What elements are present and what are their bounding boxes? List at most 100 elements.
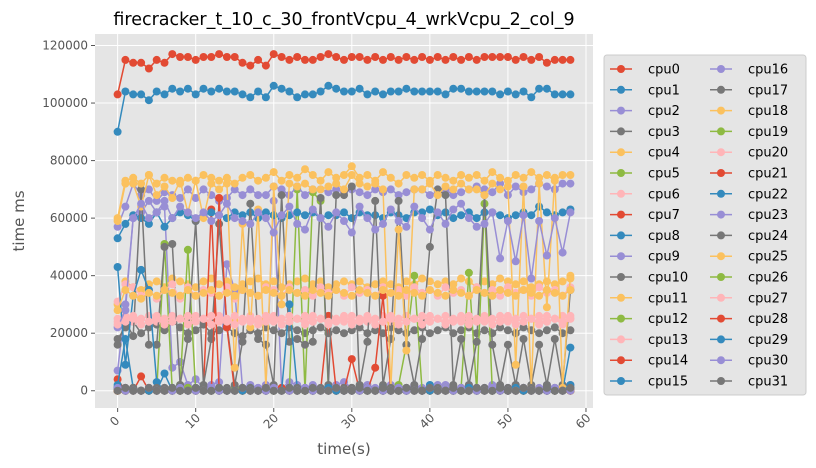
data-point [191, 283, 200, 292]
legend-entry: cpu3 [610, 125, 680, 140]
data-point [496, 291, 505, 300]
data-point [207, 274, 216, 283]
data-point [160, 182, 169, 191]
data-point [402, 346, 411, 355]
legend-marker [617, 335, 625, 344]
data-point [261, 61, 270, 70]
data-point [293, 386, 302, 395]
data-point [144, 323, 153, 332]
data-point [566, 383, 575, 392]
data-point [441, 311, 450, 320]
data-point [144, 171, 153, 179]
data-point [535, 202, 544, 211]
data-point [168, 84, 177, 93]
legend-label: cpu21 [748, 167, 788, 182]
x-tick-label: 60 [573, 411, 594, 432]
data-point [542, 317, 551, 326]
legend-marker [717, 314, 725, 323]
data-point [535, 329, 544, 338]
legend-marker [617, 252, 625, 261]
data-point [332, 326, 341, 335]
data-point [449, 176, 458, 185]
legend-entry: cpu15 [610, 375, 688, 390]
data-point [301, 320, 309, 329]
data-point [410, 173, 419, 182]
data-point [488, 340, 497, 349]
legend-label: cpu29 [748, 333, 788, 348]
data-point [457, 55, 466, 64]
data-point [316, 277, 325, 286]
data-point [425, 286, 434, 294]
data-point [550, 288, 559, 297]
data-point [246, 386, 255, 395]
data-point [160, 369, 169, 378]
data-point [418, 386, 427, 395]
data-point [542, 58, 551, 67]
data-point [503, 340, 512, 349]
data-point [527, 93, 536, 102]
legend-entry: cpu5 [610, 167, 680, 182]
legend-marker [617, 85, 625, 94]
data-point [488, 208, 497, 217]
data-point [308, 90, 317, 99]
data-point [519, 211, 528, 220]
data-point [535, 217, 544, 225]
data-point [394, 55, 403, 64]
data-point [293, 173, 302, 182]
legend-entry: cpu13 [610, 333, 688, 348]
data-point [472, 317, 481, 326]
data-point [137, 90, 146, 99]
data-point [129, 386, 138, 395]
data-point [230, 185, 239, 194]
data-point [558, 277, 567, 286]
data-point [371, 320, 380, 329]
data-point [207, 87, 216, 96]
legend-marker [717, 189, 725, 198]
data-point [457, 179, 466, 188]
legend-entry: cpu2 [610, 104, 680, 119]
data-point [488, 314, 497, 323]
data-point [261, 340, 270, 349]
data-point [425, 205, 434, 214]
data-point [527, 185, 536, 194]
legend-label: cpu30 [748, 354, 788, 369]
data-point [269, 288, 278, 297]
data-point [332, 208, 341, 217]
data-point [503, 217, 512, 225]
data-point [519, 311, 528, 320]
data-point [550, 323, 559, 332]
data-point [261, 311, 270, 320]
data-point [441, 320, 450, 329]
data-point [285, 317, 294, 326]
data-point [199, 288, 208, 297]
data-point [425, 311, 434, 320]
legend-label: cpu1 [648, 83, 680, 98]
data-point [269, 50, 278, 59]
data-point [558, 320, 567, 329]
data-point [410, 326, 419, 335]
data-point [254, 208, 263, 217]
data-point [183, 320, 192, 329]
data-point [503, 182, 512, 191]
data-point [230, 363, 239, 372]
data-point [472, 222, 481, 231]
data-point [347, 326, 356, 335]
data-point [379, 55, 387, 64]
data-point [238, 383, 247, 392]
data-point [238, 217, 247, 225]
legend-entry: cpu12 [610, 312, 688, 327]
data-point [222, 260, 231, 269]
data-point [152, 196, 161, 205]
legend-entry: cpu10 [610, 271, 688, 286]
data-point [285, 337, 294, 346]
data-point [230, 386, 239, 395]
legend-marker [717, 231, 725, 240]
legend-marker [617, 189, 625, 198]
data-point [340, 171, 348, 179]
data-point [308, 185, 317, 194]
data-point [152, 291, 161, 300]
data-point [488, 53, 497, 61]
data-point [519, 173, 528, 182]
data-point [293, 53, 302, 61]
data-point [558, 291, 567, 300]
